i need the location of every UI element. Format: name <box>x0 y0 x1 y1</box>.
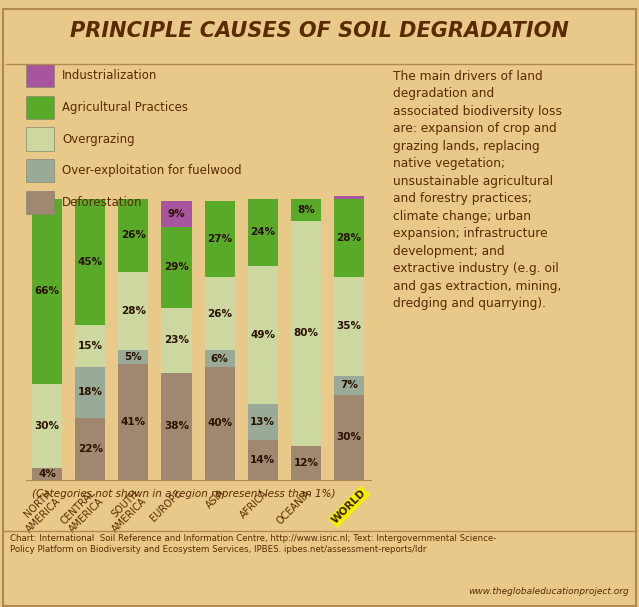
Text: Deforestation: Deforestation <box>62 195 142 209</box>
Bar <box>204 277 235 350</box>
Text: 12%: 12% <box>293 458 318 467</box>
Text: CENTRAL
AMERICA: CENTRAL AMERICA <box>59 488 105 535</box>
Bar <box>291 198 321 221</box>
Text: (Categories not shown in a region represent less than 1%): (Categories not shown in a region repres… <box>32 489 335 498</box>
Bar <box>334 195 364 198</box>
Text: Agricultural Practices: Agricultural Practices <box>62 101 188 114</box>
Text: SOUTH
AMERICA: SOUTH AMERICA <box>102 488 149 535</box>
Text: 8%: 8% <box>297 205 315 215</box>
Bar <box>248 404 278 440</box>
Text: 27%: 27% <box>207 234 232 244</box>
Text: 28%: 28% <box>337 233 362 243</box>
Bar <box>75 367 105 418</box>
Text: OCEANIA: OCEANIA <box>275 488 313 526</box>
Bar <box>32 468 62 480</box>
Text: Overgrazing: Overgrazing <box>62 132 135 146</box>
Text: 5%: 5% <box>125 352 142 362</box>
Bar <box>75 198 105 325</box>
Text: Industrialization: Industrialization <box>62 69 157 83</box>
Text: 49%: 49% <box>250 330 275 340</box>
Text: 28%: 28% <box>121 306 146 316</box>
Text: 80%: 80% <box>293 328 318 338</box>
Text: 45%: 45% <box>78 257 103 266</box>
Text: AFRICA: AFRICA <box>238 488 270 520</box>
Text: Over-exploitation for fuelwood: Over-exploitation for fuelwood <box>62 164 242 177</box>
Text: 13%: 13% <box>250 417 275 427</box>
Text: 7%: 7% <box>340 381 358 390</box>
Bar <box>32 198 62 384</box>
Bar <box>162 202 192 226</box>
Bar <box>204 350 235 367</box>
Bar <box>75 325 105 367</box>
Text: ASIA: ASIA <box>204 488 227 510</box>
Bar <box>32 384 62 468</box>
Text: 35%: 35% <box>337 321 362 331</box>
Bar <box>162 373 192 480</box>
Bar <box>248 266 278 404</box>
Text: 26%: 26% <box>121 230 146 240</box>
Text: The main drivers of land
degradation and
associated biodiversity loss
are: expan: The main drivers of land degradation and… <box>393 70 562 310</box>
Bar <box>248 198 278 266</box>
Text: 4%: 4% <box>38 469 56 479</box>
Bar <box>204 367 235 480</box>
Text: 41%: 41% <box>121 417 146 427</box>
Bar <box>291 221 321 446</box>
Text: 9%: 9% <box>167 209 185 219</box>
Bar <box>334 277 364 376</box>
Bar <box>334 395 364 480</box>
Text: www.theglobaleducationproject.org: www.theglobaleducationproject.org <box>468 587 629 596</box>
Bar <box>334 376 364 395</box>
Text: 66%: 66% <box>35 287 59 296</box>
Text: 30%: 30% <box>337 432 362 443</box>
Text: Chart: International  Soil Reference and Information Centre, http://www.isric.nl: Chart: International Soil Reference and … <box>10 534 496 554</box>
Text: NORTH
AMERICA: NORTH AMERICA <box>16 488 63 535</box>
Text: 26%: 26% <box>207 309 232 319</box>
Text: 18%: 18% <box>78 387 103 398</box>
Text: 15%: 15% <box>78 341 103 351</box>
Text: 38%: 38% <box>164 421 189 431</box>
Text: 40%: 40% <box>207 418 232 429</box>
Bar <box>118 364 148 480</box>
Text: 24%: 24% <box>250 227 275 237</box>
Text: 22%: 22% <box>78 444 103 453</box>
Bar <box>204 202 235 277</box>
Bar <box>118 350 148 364</box>
Text: PRINCIPLE CAUSES OF SOIL DEGRADATION: PRINCIPLE CAUSES OF SOIL DEGRADATION <box>70 21 569 41</box>
Bar <box>75 418 105 480</box>
Text: 6%: 6% <box>211 354 229 364</box>
Bar <box>118 198 148 271</box>
Text: 29%: 29% <box>164 262 189 273</box>
Bar <box>291 446 321 480</box>
Text: 30%: 30% <box>35 421 59 431</box>
Text: 14%: 14% <box>250 455 275 465</box>
Text: EUROPE: EUROPE <box>148 488 183 523</box>
Bar <box>162 226 192 308</box>
Text: 23%: 23% <box>164 336 189 345</box>
Bar <box>162 308 192 373</box>
Bar <box>118 271 148 350</box>
Bar <box>334 198 364 277</box>
Text: WORLD: WORLD <box>330 488 368 526</box>
Bar <box>248 440 278 480</box>
